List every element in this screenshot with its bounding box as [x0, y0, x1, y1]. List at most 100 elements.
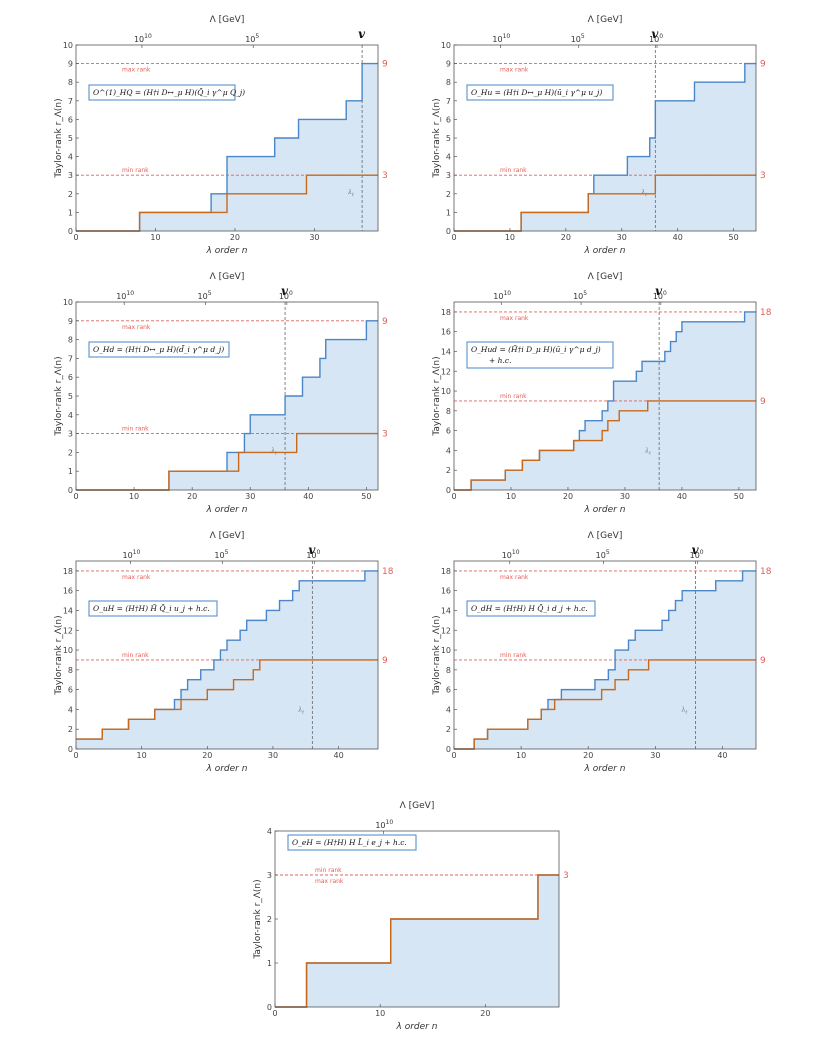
- y-tick-label: 2: [68, 190, 73, 199]
- operator-label: O_uH = (H†H) H̃ Q̄_i u_j + h.c.: [93, 604, 210, 613]
- max-rank-label: max rank: [315, 878, 344, 885]
- y-tick-label: 2: [446, 190, 451, 199]
- y-tick-label: 8: [446, 78, 451, 87]
- y-axis-label: Taylor-rank r_Λ(n): [432, 98, 442, 178]
- plot-frame: [453, 301, 757, 491]
- min-rank-path-line: [454, 659, 756, 750]
- min-rank-path-line: [454, 400, 756, 491]
- min-rank-path-line: [76, 174, 378, 232]
- y-tick-label: 8: [68, 336, 73, 345]
- y-tick-label: 18: [441, 567, 451, 576]
- x-tick-label: 10: [375, 1009, 385, 1018]
- rank-area-fill: [454, 311, 756, 490]
- y-tick-label: 5: [68, 392, 73, 401]
- x-tick-label: 30: [617, 233, 627, 242]
- lambda-tick-label: 105: [596, 549, 610, 560]
- x-tick-label: 10: [516, 751, 526, 760]
- vev-label: v: [308, 543, 316, 557]
- x-tick-label: 0: [73, 751, 78, 760]
- y-tick-label: 7: [68, 354, 73, 363]
- min-rank-label: min rank: [122, 167, 149, 174]
- x-tick-label: 0: [451, 751, 456, 760]
- min-rank-path-line: [76, 432, 378, 491]
- operator-label-box: [88, 84, 236, 101]
- y-tick-label: 14: [441, 606, 451, 615]
- y-tick-label: 4: [267, 827, 272, 836]
- x-axis-label: λ order n: [584, 505, 626, 515]
- x-tick-label: 20: [187, 492, 197, 501]
- operator-label-box: [466, 84, 614, 101]
- lambda-tick-label: 1010: [375, 819, 393, 830]
- x-tick-label: 20: [480, 1009, 490, 1018]
- max-rank-value: 9: [382, 317, 388, 327]
- y-tick-label: 18: [441, 308, 451, 317]
- x-tick-label: 10: [129, 492, 139, 501]
- y-tick-label: 8: [68, 78, 73, 87]
- y-tick-label: 6: [446, 427, 451, 436]
- y-tick-label: 3: [267, 871, 272, 880]
- max-rank-label: max rank: [122, 67, 151, 74]
- y-tick-label: 0: [267, 1003, 272, 1012]
- x-tick-label: 0: [73, 492, 78, 501]
- y-tick-label: 0: [68, 745, 73, 754]
- x-tick-label: 10: [150, 233, 160, 242]
- lambda-tick-label: 1010: [122, 549, 140, 560]
- top-axis-label: Λ [GeV]: [588, 531, 623, 541]
- panel-eH: min rank max rank 3 0 10 20 0 1 2 3 4 1010 Λ [GeV] λ …: [253, 801, 569, 1032]
- panel-HQ1: max rank min rank 9 3 v λt 0 10 20 30 0 1 2 3 4 5 6 7 8 9 10…: [54, 15, 388, 256]
- min-rank-label: min rank: [122, 426, 149, 433]
- operator-label: O_Hu = (H†i D↔_μ H)(ū_i γ^μ u_j): [471, 88, 602, 97]
- top-axis-label: Λ [GeV]: [210, 531, 245, 541]
- min-rank-path-line: [454, 174, 756, 232]
- operator-label: + h.c.: [489, 356, 511, 365]
- operator-label-box: [287, 834, 417, 851]
- y-tick-label: 16: [441, 587, 451, 596]
- x-tick-label: 20: [583, 751, 593, 760]
- y-tick-label: 16: [63, 587, 73, 596]
- lambda-tick-label: 1010: [134, 33, 152, 44]
- y-tick-label: 18: [63, 567, 73, 576]
- rank-area-fill: [76, 63, 378, 231]
- max-rank-value: 18: [760, 567, 772, 577]
- x-axis-label: λ order n: [396, 1022, 438, 1032]
- min-rank-value: 3: [760, 171, 766, 181]
- threshold-label: λt: [297, 706, 305, 715]
- y-tick-label: 1: [68, 467, 73, 476]
- operator-label: O_eH = (H†H) H L̄_i e_j + h.c.: [292, 838, 407, 847]
- y-tick-label: 1: [267, 959, 272, 968]
- min-rank-label: min rank: [500, 393, 527, 400]
- y-tick-label: 4: [446, 705, 451, 714]
- max-rank-value: 18: [382, 567, 394, 577]
- x-tick-label: 0: [451, 492, 456, 501]
- lambda-tick-label: 100: [690, 549, 704, 560]
- min-rank-label: min rank: [122, 652, 149, 659]
- x-tick-label: 30: [309, 233, 319, 242]
- panel-Hd: max rank min rank 9 3 v λt 0 10 20 30 40 50 0 1 2 3 4 5 6 7…: [54, 272, 388, 515]
- min-rank-label: min rank: [500, 167, 527, 174]
- vev-label: v: [655, 284, 663, 298]
- lambda-tick-label: 105: [198, 290, 212, 301]
- vev-label: v: [651, 27, 659, 41]
- vev-label: v: [281, 284, 289, 298]
- operator-label-box: [466, 600, 596, 617]
- y-tick-label: 12: [441, 626, 451, 635]
- x-axis-label: λ order n: [206, 764, 248, 774]
- panel-uH: max rank min rank 18 9 v λt 0 10 20 30 40 0 2 4 6 8 10 12…: [54, 531, 394, 774]
- lambda-tick-label: 100: [653, 290, 667, 301]
- min-rank-path-line: [76, 659, 378, 740]
- threshold-label: λt: [270, 447, 278, 456]
- y-tick-label: 9: [446, 60, 451, 69]
- y-tick-label: 10: [441, 387, 451, 396]
- y-tick-label: 2: [446, 725, 451, 734]
- y-tick-label: 4: [68, 705, 73, 714]
- y-tick-label: 0: [68, 486, 73, 495]
- y-axis-label: Taylor-rank r_Λ(n): [253, 879, 263, 959]
- threshold-label: λt: [640, 189, 648, 198]
- y-tick-label: 9: [68, 317, 73, 326]
- x-tick-label: 50: [361, 492, 371, 501]
- vev-label: v: [692, 543, 700, 557]
- min-rank-value: 9: [382, 656, 388, 666]
- y-tick-label: 5: [446, 134, 451, 143]
- x-tick-label: 10: [506, 492, 516, 501]
